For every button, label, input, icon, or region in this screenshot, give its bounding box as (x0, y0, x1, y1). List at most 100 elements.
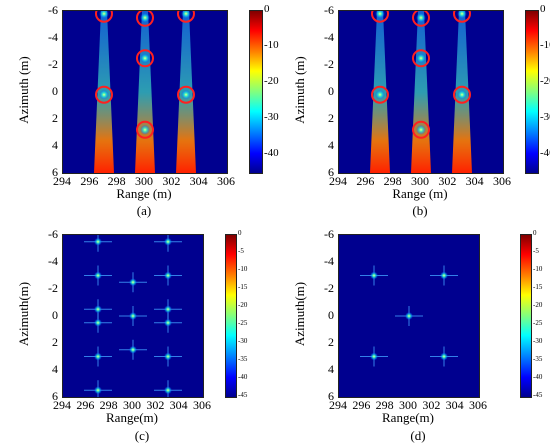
point-target (181, 89, 191, 100)
y-axis-label: Azimuth (m) (16, 56, 31, 124)
x-tick-label: 306 (193, 398, 211, 412)
panel-caption: (b) (412, 203, 428, 218)
y-tick-label: 0 (328, 84, 334, 98)
range-streak (135, 11, 155, 173)
heatmap-svg (94, 11, 196, 173)
x-tick-label: 300 (135, 174, 153, 188)
y-tick-label: 6 (328, 389, 334, 403)
colorbar-tick-label: 0 (540, 3, 546, 15)
y-tick-label: -4 (324, 254, 334, 268)
point-target (375, 11, 385, 19)
y-tick-label: 6 (328, 165, 334, 179)
y-tick-label: -4 (324, 30, 334, 44)
point-target (370, 352, 378, 361)
target-marker-circle (412, 49, 430, 68)
colorbar-tick-label: -30 (238, 337, 248, 345)
point-target (99, 89, 109, 100)
x-tick-label: 302 (162, 174, 181, 188)
y-tick-label: -6 (48, 227, 58, 241)
x-tick-label: 304 (189, 174, 208, 188)
colorbar-tick-label: -40 (540, 147, 550, 159)
point-target (416, 12, 426, 23)
colorbar-tick-label: -40 (533, 373, 543, 381)
point-target (164, 386, 172, 395)
heatmap-svg (84, 235, 182, 397)
x-tick-label: 296 (352, 398, 371, 412)
point-target (99, 11, 109, 19)
point-target (140, 124, 150, 135)
y-tick-label: 2 (328, 111, 334, 125)
colorbar-tick-label: -5 (238, 247, 244, 255)
colorbar-tick-label: -10 (533, 265, 543, 273)
heatmap-plot-area (62, 10, 228, 174)
colorbar-tick-label: -20 (264, 75, 279, 87)
point-target (94, 271, 102, 280)
x-tick-label: 296 (356, 174, 375, 188)
point-target (405, 312, 413, 320)
target-marker-circle (371, 11, 389, 23)
y-tick-label: 6 (52, 165, 58, 179)
x-tick-label: 300 (123, 398, 141, 412)
point-target (129, 312, 137, 320)
point-target (94, 318, 102, 327)
y-tick-label: -2 (48, 57, 58, 71)
colorbar-tick-label: -40 (238, 373, 248, 381)
colorbar-tick-label: -30 (540, 111, 550, 123)
point-target (164, 237, 172, 246)
target-marker-circle (136, 49, 154, 68)
target-marker-circle (95, 85, 113, 104)
heatmap-plot-area (338, 10, 504, 174)
x-axis-label: Range (m) (116, 186, 172, 201)
point-target (440, 271, 448, 280)
colorbar-tick-label: -10 (540, 39, 550, 51)
y-axis-label: Azimuth(m) (16, 281, 31, 347)
point-target (164, 318, 172, 327)
colorbar (249, 10, 263, 174)
x-tick-label: 304 (169, 398, 188, 412)
point-target (440, 352, 448, 361)
x-tick-label: 306 (493, 174, 511, 188)
target-marker-circle (95, 11, 113, 23)
y-tick-label: 0 (52, 308, 58, 322)
colorbar-tick-label: -35 (238, 355, 248, 363)
colorbar-tick-label: -20 (533, 301, 543, 309)
point-target (457, 11, 467, 19)
colorbar-tick-label: -45 (238, 391, 248, 399)
colorbar-tick-label: -25 (238, 319, 248, 327)
y-tick-label: 6 (52, 389, 58, 403)
x-tick-label: 302 (438, 174, 457, 188)
x-tick-label: 298 (375, 398, 394, 412)
point-target (370, 271, 378, 280)
colorbar-tick-label: 0 (264, 3, 270, 15)
x-tick-label: 302 (146, 398, 165, 412)
point-target (416, 124, 426, 135)
point-target (164, 352, 172, 361)
y-axis-label: Azimuth (m) (292, 56, 307, 124)
x-tick-label: 304 (445, 398, 464, 412)
colorbar-tick-label: -20 (238, 301, 248, 309)
colorbar-tick-label: -25 (533, 319, 543, 327)
colorbar-tick-label: -15 (533, 283, 543, 291)
target-marker-circle (177, 11, 195, 23)
y-tick-label: -2 (324, 57, 334, 71)
y-tick-label: -4 (48, 254, 58, 268)
y-tick-label: 4 (328, 138, 334, 152)
y-tick-label: 0 (52, 84, 58, 98)
point-target (181, 11, 191, 19)
colorbar-tick-label: 0 (533, 229, 537, 237)
y-axis-label: Azimuth(m) (292, 281, 307, 347)
target-marker-circle (371, 85, 389, 104)
target-marker-circle (177, 85, 195, 104)
y-tick-label: 2 (52, 111, 58, 125)
y-tick-label: 4 (52, 362, 58, 376)
x-tick-label: 298 (383, 174, 402, 188)
target-marker-circle (412, 120, 430, 139)
point-target (94, 237, 102, 246)
x-tick-label: 294 (329, 174, 347, 188)
y-tick-label: 4 (52, 138, 58, 152)
point-target (164, 305, 172, 314)
x-axis-label: Range(m) (382, 410, 434, 425)
y-tick-label: 4 (328, 362, 334, 376)
x-tick-label: 306 (217, 174, 235, 188)
colorbar (525, 10, 539, 174)
